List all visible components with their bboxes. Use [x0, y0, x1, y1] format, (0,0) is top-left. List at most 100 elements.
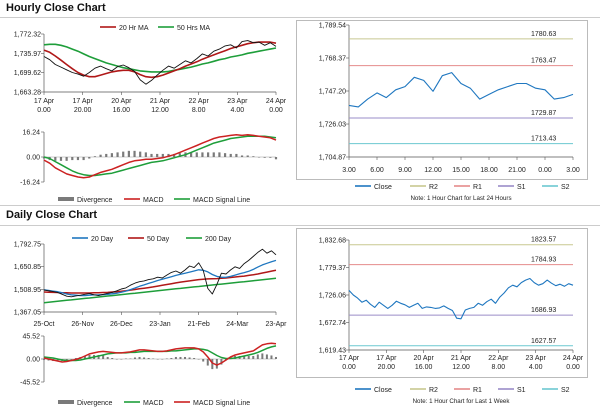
daily-macd-divergence-bar: [129, 358, 132, 359]
hourly-pivot-x-tick-label: 12.00: [424, 167, 442, 174]
hourly-macd-divergence-bar: [144, 152, 147, 157]
daily-pivot-y-tick-label: 1,672.74: [319, 320, 346, 327]
daily-pivot-panel: [296, 228, 588, 378]
hourly-pivot-close-line: [348, 72, 574, 108]
daily-pivot-x-tick-label: 16.00: [415, 364, 433, 371]
daily-price-legend-label: 50 Day: [147, 236, 170, 243]
daily-pivot-x-tick-label: 8.00: [492, 364, 506, 371]
daily-pivot-close-line: [348, 277, 574, 320]
hourly-macd-divergence-bar: [110, 153, 114, 157]
daily-macd-macd-line: [43, 342, 277, 366]
hourly-macd-divergence-bar: [178, 153, 181, 157]
daily-pivot-x-tick-label: 0.00: [566, 364, 580, 371]
hourly-macd-divergence-bar: [257, 157, 261, 158]
daily-price-y-tick-label: 1,650.85: [14, 264, 41, 271]
hourly-pivot-x-tick-label: 3.00: [566, 167, 580, 174]
hourly-macd-divergence-bar: [274, 157, 278, 160]
hourly-price-x-tick-label: 21 Apr: [150, 98, 171, 105]
hourly-price-x-tick-label: 24 Apr: [266, 98, 287, 105]
daily-pivot-note: Note: 1 Hour Chart for Last 1 Week: [413, 398, 511, 405]
hourly-pivot-r1-level-label: 1763.47: [531, 58, 556, 65]
daily-macd-divergence-bar: [88, 354, 91, 359]
hourly-macd-divergence-bar: [206, 152, 210, 157]
daily-pivot-x-tick-label: 12.00: [452, 364, 470, 371]
hourly-price-x-tick-label: 4.00: [231, 107, 245, 114]
hourly-pivot-legend-label: R2: [429, 184, 438, 191]
hourly-macd-y-tick-label: -16.24: [20, 180, 40, 187]
daily-price-x-tick-label: 25-Oct: [33, 321, 54, 328]
hourly-macd-divergence-bar: [195, 152, 198, 157]
daily-macd-y-tick-label: 0.00: [26, 357, 40, 364]
daily-macd-divergence-bar: [74, 357, 77, 359]
hourly-macd-legend-label: Divergence: [77, 197, 113, 204]
hourly-macd-divergence-bar: [93, 156, 97, 157]
daily-macd-divergence-bar: [138, 356, 141, 359]
daily-macd-divergence-bar: [70, 359, 73, 360]
daily-macd-divergence-bar: [165, 358, 168, 359]
daily-macd-divergence-bar: [161, 359, 164, 360]
hourly-price-y-tick-label: 1,699.62: [14, 70, 41, 77]
daily-price-y-tick-label: 1,792.75: [14, 242, 41, 249]
daily-macd-divergence-bar: [147, 357, 150, 359]
hourly-pivot-y-tick-label: 1,789.54: [319, 23, 346, 30]
daily-macd-divergence-bar: [115, 359, 118, 360]
daily-price-legend-label: 20 Day: [91, 236, 114, 243]
daily-pivot-legend-label: S1: [517, 387, 526, 394]
hourly-price-x-tick-label: 20.00: [74, 107, 92, 114]
hourly-section-title: Hourly Close Chart: [6, 2, 106, 14]
daily-macd-y-tick-label: 45.52: [22, 334, 40, 341]
daily-section-title: Daily Close Chart: [6, 209, 98, 221]
daily-pivot-legend-label: R1: [473, 387, 482, 394]
daily-macd-divergence-bar: [106, 356, 109, 359]
hourly-macd-macd-line: [43, 133, 277, 179]
hourly-macd-divergence-bar: [82, 157, 85, 161]
daily-price-legend-label: 200 Day: [205, 236, 232, 243]
daily-macd-divergence-bar: [256, 354, 259, 359]
hourly-price-ma50-line: [43, 43, 277, 73]
daily-macd-divergence-bar: [43, 359, 45, 361]
daily-macd-legend-label: MACD Signal Line: [193, 400, 250, 407]
hourly-macd-divergence-bar: [88, 157, 91, 159]
hourly-macd-divergence-bar: [133, 150, 136, 157]
daily-macd-legend-label: MACD: [143, 400, 164, 407]
hourly-macd-divergence-bar: [71, 157, 74, 161]
hourly-pivot-x-tick-label: 21.00: [508, 167, 526, 174]
hourly-macd-divergence-bar: [235, 153, 238, 157]
daily-pivot-y-tick-label: 1,832.68: [319, 238, 346, 245]
daily-price-x-tick-label: 26-Dec: [110, 321, 133, 328]
daily-macd-divergence-bar: [220, 359, 223, 365]
daily-macd-divergence-bar: [184, 356, 187, 359]
hourly-macd-signal-line: [43, 135, 277, 177]
daily-pivot-legend-label: Close: [374, 387, 392, 394]
daily-macd-legend-swatch: [58, 400, 74, 404]
hourly-price-x-tick-label: 22 Apr: [189, 98, 210, 105]
hourly-macd-divergence-bar: [223, 153, 227, 157]
hourly-price-x-tick-label: 20 Apr: [111, 98, 132, 105]
hourly-pivot-legend-label: Close: [374, 184, 392, 191]
hourly-price-x-tick-label: 0.00: [269, 107, 283, 114]
daily-macd-divergence-bar: [202, 359, 205, 362]
hourly-macd-divergence-bar: [139, 151, 142, 157]
hourly-macd-divergence-bar: [218, 152, 221, 157]
daily-pivot-x-tick-label: 21 Apr: [451, 355, 472, 362]
hourly-macd-divergence-bar: [122, 151, 125, 157]
daily-pivot-y-tick-label: 1,619.43: [319, 348, 346, 355]
daily-pivot-x-tick-label: 20 Apr: [414, 355, 435, 362]
hourly-pivot-panel: [296, 20, 588, 180]
hourly-macd-divergence-bar: [99, 154, 102, 157]
hourly-macd-divergence-bar: [269, 157, 272, 158]
hourly-pivot-legend-label: S1: [517, 184, 526, 191]
hourly-macd-divergence-bar: [252, 156, 255, 157]
hourly-pivot-y-tick-label: 1,768.37: [319, 56, 346, 63]
daily-macd-divergence-bar: [197, 359, 200, 360]
daily-pivot-legend-label: S2: [561, 387, 570, 394]
daily-macd-divergence-bar: [124, 358, 127, 359]
hourly-macd-divergence-bar: [263, 157, 266, 158]
daily-pivot-x-tick-label: 24 Apr: [563, 355, 584, 362]
hourly-macd-divergence-bar: [76, 157, 80, 161]
hourly-macd-divergence-bar: [105, 153, 108, 157]
daily-macd-divergence-bar: [275, 356, 277, 359]
daily-macd-divergence-bar: [252, 355, 255, 359]
hourly-price-x-tick-label: 17 Apr: [73, 98, 94, 105]
hourly-pivot-legend-label: R1: [473, 184, 482, 191]
